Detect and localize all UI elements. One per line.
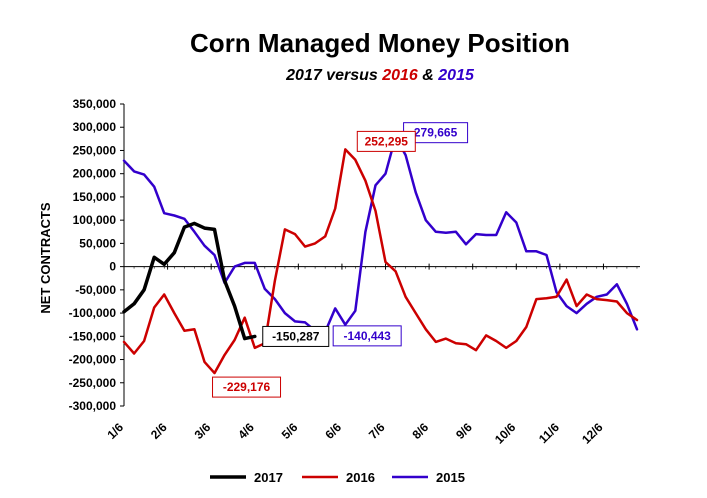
y-tick-label: 300,000 (73, 120, 117, 134)
series-line-2015 (122, 135, 639, 334)
legend: 2017 2016 2015 (210, 470, 465, 485)
y-tick-label: -150,000 (69, 329, 117, 343)
annotation-box (332, 325, 402, 347)
x-tick-label: 4/6 (235, 420, 257, 442)
y-tick-label: 150,000 (73, 190, 117, 204)
annotation-box (212, 376, 282, 398)
legend-label-2016: 2016 (346, 470, 375, 485)
y-tick-label: -250,000 (69, 376, 117, 390)
chart-title: Corn Managed Money Position (190, 28, 570, 58)
x-tick-label: 2/6 (148, 420, 170, 442)
subtitle-part-2016: 2016 (381, 67, 418, 84)
subtitle-part-2015: 2015 (437, 67, 475, 84)
legend-label-2017: 2017 (254, 470, 283, 485)
x-tick-label: 6/6 (322, 420, 344, 442)
subtitle-part-2017: 2017 versus (285, 67, 382, 84)
legend-label-2015: 2015 (436, 470, 465, 485)
y-tick-label: 200,000 (73, 167, 117, 181)
annotation-label: -229,176 (223, 380, 271, 394)
annotation-label: 252,295 (365, 134, 409, 148)
series-line-2017 (122, 221, 257, 341)
annotation-box (356, 130, 416, 152)
y-tick-label: 250,000 (73, 143, 117, 157)
plot-area: 350,000 300,000 250,000 200,000 150,000 100,0… (69, 97, 640, 447)
y-tick-label: 50,000 (79, 236, 116, 250)
x-tick-label: 7/6 (366, 420, 388, 442)
x-tick-label: 12/6 (579, 420, 606, 447)
x-tick-label: 9/6 (453, 420, 475, 442)
x-tick-label: 3/6 (192, 420, 214, 442)
y-tick-label: -50,000 (75, 283, 116, 297)
chart-subtitle: 2017 versus 2016 & 2015 (285, 67, 475, 84)
y-tick-label: -300,000 (69, 399, 117, 413)
annotation-label: -150,287 (272, 329, 320, 343)
y-tick-label: 0 (109, 260, 116, 274)
y-tick-label: 100,000 (73, 213, 117, 227)
x-tick-label: 8/6 (410, 420, 432, 442)
annotation-label: 279,665 (414, 126, 458, 140)
y-tick-label: -100,000 (69, 306, 117, 320)
annotation-box (262, 325, 330, 347)
x-tick-label: 1/6 (104, 420, 126, 442)
y-axis-label: NET CONTRACTS (38, 202, 53, 314)
x-tick-label: 10/6 (492, 420, 519, 447)
y-tick-label: -200,000 (69, 353, 117, 367)
subtitle-part-amp: & (418, 67, 438, 84)
x-tick-label: 11/6 (536, 420, 562, 446)
annotation-label: -140,443 (343, 329, 391, 343)
series-line-2016 (122, 148, 639, 375)
x-tick-label: 5/6 (279, 420, 301, 442)
y-tick-label: 350,000 (73, 97, 117, 111)
